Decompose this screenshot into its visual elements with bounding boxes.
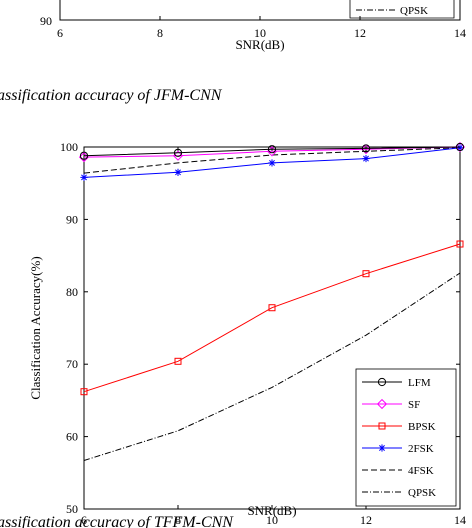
top-chart: 90 6 8 10 12 14 SNR(dB) QPSK assification ac… (0, 0, 466, 104)
bottom-xtick-label-12: 12 (360, 513, 372, 527)
bottom-legend-box (355, 368, 457, 507)
data-point-2fsk-10 (268, 159, 276, 167)
top-ytick-90: 90 (40, 14, 52, 28)
bottom-xtick-label-6: 6 (81, 513, 87, 527)
series-line-sf (83, 146, 461, 158)
legend-label-sf: SF (408, 399, 420, 411)
data-point-2fsk-14 (456, 144, 464, 152)
bottom-ytick-label-70: 70 (66, 357, 78, 371)
data-point-2fsk-6 (80, 173, 88, 182)
bottom-x-tick-group: 6 8 10 12 14 (81, 147, 466, 527)
bottom-series-group (78, 141, 466, 461)
legend-label-lfm: LFM (408, 377, 431, 389)
data-point-lfm-8 (173, 148, 183, 157)
series-line-4fsk (83, 147, 461, 174)
data-point-2fsk-8 (174, 168, 182, 176)
legend-marker-2fsk (378, 444, 386, 452)
bottom-x-axis-label: SNR(dB) (247, 503, 296, 518)
top-legend: QPSK (349, 0, 455, 19)
data-point-sf-12 (360, 144, 372, 155)
bottom-ytick-label-90: 90 (66, 212, 78, 226)
top-xtick-label-14: 14 (454, 26, 466, 40)
bottom-xtick-label-14: 14 (454, 513, 466, 527)
top-xtick-label-10: 10 (254, 26, 266, 40)
data-point-lfm-10 (267, 145, 277, 154)
data-point-bpsk-6 (80, 388, 88, 396)
bottom-ytick-label-50: 50 (66, 502, 78, 516)
bottom-chart: 50 60 70 80 90 100 6 8 10 12 14 Classification Ac… (0, 140, 466, 528)
bottom-y-axis-label: Classification Accuracy(%) (28, 256, 43, 399)
series-line-lfm (83, 146, 461, 157)
bottom-y-tick-group: 50 60 70 80 90 100 (60, 140, 460, 516)
legend-label-2fsk: 2FSK (408, 443, 434, 455)
top-xtick-label-6: 6 (57, 26, 63, 40)
data-point-lfm-6 (79, 151, 89, 160)
legend-marker-sf (376, 398, 388, 410)
data-point-lfm-12 (361, 144, 371, 153)
bottom-legend-items: LFM SF BPSK 2FSK 4FSK QPSK (362, 377, 436, 499)
data-point-sf-10 (266, 146, 278, 157)
data-point-bpsk-14 (456, 240, 464, 248)
top-xtick-label-8: 8 (157, 26, 163, 40)
top-legend-box (349, 0, 455, 19)
legend-marker-bpsk (378, 422, 386, 430)
series-line-bpsk (83, 243, 461, 393)
data-point-lfm-14 (455, 142, 465, 152)
legend-label-bpsk: BPSK (408, 421, 436, 433)
top-caption: assification accuracy of JFM-CNN (0, 87, 223, 104)
top-xtick-label-12: 12 (354, 26, 366, 40)
series-line-qpsk (83, 272, 461, 461)
data-point-bpsk-10 (268, 304, 276, 312)
bottom-caption: assification accuracy of TFFM-CNN (0, 514, 234, 528)
data-point-bpsk-12 (362, 270, 370, 278)
data-point-2fsk-12 (362, 154, 370, 163)
bottom-ytick-label-60: 60 (66, 430, 78, 444)
bottom-xtick-label-8: 8 (175, 513, 181, 527)
bottom-ytick-label-80: 80 (66, 285, 78, 299)
legend-label-qpsk: QPSK (408, 487, 436, 499)
data-point-bpsk-8 (174, 357, 182, 365)
legend-label-4fsk: 4FSK (408, 465, 434, 477)
bottom-legend: LFM SF BPSK 2FSK 4FSK QPSK (355, 368, 457, 507)
legend-marker-lfm (377, 377, 387, 387)
top-legend-label-qpsk: QPSK (400, 5, 428, 17)
top-x-tick-group: 6 8 10 12 14 (57, 16, 466, 40)
bottom-xtick-label-10: 10 (266, 513, 278, 527)
bottom-ytick-label-100: 100 (60, 140, 78, 154)
top-x-axis-label: SNR(dB) (235, 37, 284, 52)
